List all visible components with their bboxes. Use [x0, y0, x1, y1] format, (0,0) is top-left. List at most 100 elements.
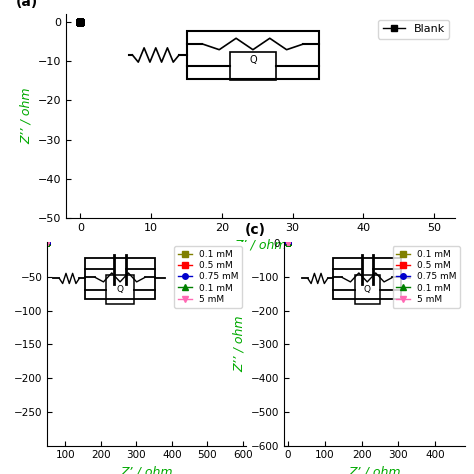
5 mM	[45, 240, 50, 246]
5 mM	[45, 240, 50, 246]
0.1 mM	[285, 241, 291, 246]
0.1 mM	[45, 240, 50, 246]
0.1 mM	[45, 240, 50, 246]
0.1 mM	[45, 240, 50, 246]
X-axis label: Z’ / ohm: Z’ / ohm	[235, 238, 287, 251]
0.1 mM	[45, 240, 50, 246]
5 mM	[285, 241, 291, 246]
0.75 mM	[45, 240, 50, 246]
0.1 mM	[285, 241, 291, 246]
Blank	[78, 19, 83, 25]
0.1 mM	[285, 241, 291, 246]
5 mM	[285, 241, 291, 246]
0.5 mM	[45, 240, 50, 246]
5 mM	[45, 240, 50, 246]
5 mM	[45, 240, 50, 246]
0.1 mM	[45, 240, 50, 246]
Line: 0.1 mM: 0.1 mM	[46, 241, 49, 245]
0.1 mM	[45, 240, 50, 246]
0.75 mM	[285, 241, 291, 246]
0.5 mM	[45, 240, 50, 246]
0.1 mM	[285, 241, 291, 246]
5 mM	[285, 241, 291, 246]
0.1 mM	[45, 240, 50, 246]
0.1 mM	[45, 240, 50, 246]
0.1 mM	[285, 241, 291, 246]
0.5 mM	[285, 241, 291, 246]
0.75 mM	[45, 240, 50, 246]
5 mM	[45, 240, 50, 246]
0.1 mM	[45, 240, 50, 246]
0.1 mM	[285, 241, 291, 246]
0.5 mM	[285, 241, 291, 246]
0.75 mM	[45, 240, 50, 246]
5 mM	[45, 240, 50, 246]
0.5 mM	[285, 241, 291, 246]
0.1 mM	[45, 240, 50, 246]
0.1 mM	[285, 241, 291, 246]
5 mM	[285, 241, 291, 246]
0.1 mM	[285, 241, 291, 246]
Text: (c): (c)	[245, 223, 266, 237]
0.1 mM	[45, 240, 50, 246]
0.1 mM	[45, 240, 50, 246]
0.75 mM	[285, 241, 291, 246]
0.1 mM	[45, 240, 50, 246]
5 mM	[285, 241, 291, 246]
0.75 mM	[45, 240, 50, 246]
0.1 mM	[45, 240, 50, 246]
0.1 mM	[285, 241, 291, 246]
0.1 mM	[45, 240, 50, 246]
0.1 mM	[285, 241, 291, 246]
Blank	[78, 19, 83, 25]
Blank	[78, 19, 83, 25]
0.5 mM	[45, 240, 50, 246]
0.75 mM	[285, 241, 291, 246]
5 mM	[45, 240, 50, 246]
0.1 mM	[45, 240, 50, 246]
0.5 mM	[285, 241, 291, 246]
0.1 mM	[285, 241, 291, 246]
5 mM	[285, 241, 291, 246]
5 mM	[45, 240, 50, 246]
0.75 mM	[285, 241, 291, 246]
5 mM	[45, 240, 50, 246]
5 mM	[285, 241, 291, 246]
5 mM	[45, 240, 50, 246]
0.5 mM	[45, 240, 50, 246]
X-axis label: Z’ / ohm: Z’ / ohm	[121, 466, 173, 474]
5 mM	[285, 241, 291, 246]
Line: 0.75 mM: 0.75 mM	[286, 241, 290, 246]
5 mM	[45, 240, 50, 246]
0.1 mM	[285, 241, 291, 246]
0.1 mM	[285, 241, 291, 246]
0.1 mM	[45, 240, 50, 246]
5 mM	[285, 241, 291, 246]
0.1 mM	[285, 241, 291, 246]
Line: 0.5 mM: 0.5 mM	[46, 241, 49, 245]
0.1 mM	[285, 241, 291, 246]
5 mM	[285, 241, 291, 246]
0.75 mM	[45, 240, 50, 246]
5 mM	[45, 240, 50, 246]
X-axis label: Z’ / ohm: Z’ / ohm	[348, 466, 401, 474]
5 mM	[45, 240, 50, 246]
0.1 mM	[45, 240, 50, 246]
Blank	[78, 19, 83, 25]
5 mM	[285, 241, 291, 246]
5 mM	[285, 241, 291, 246]
0.1 mM	[285, 241, 291, 246]
0.5 mM	[285, 241, 291, 246]
Blank	[78, 19, 83, 25]
5 mM	[285, 241, 291, 246]
0.75 mM	[45, 240, 50, 246]
0.5 mM	[45, 240, 50, 246]
5 mM	[45, 240, 50, 246]
Blank	[78, 19, 83, 25]
0.75 mM	[45, 240, 50, 246]
0.75 mM	[45, 240, 50, 246]
0.1 mM	[285, 241, 291, 246]
0.75 mM	[285, 241, 291, 246]
0.1 mM	[45, 240, 50, 246]
Blank	[78, 19, 83, 25]
